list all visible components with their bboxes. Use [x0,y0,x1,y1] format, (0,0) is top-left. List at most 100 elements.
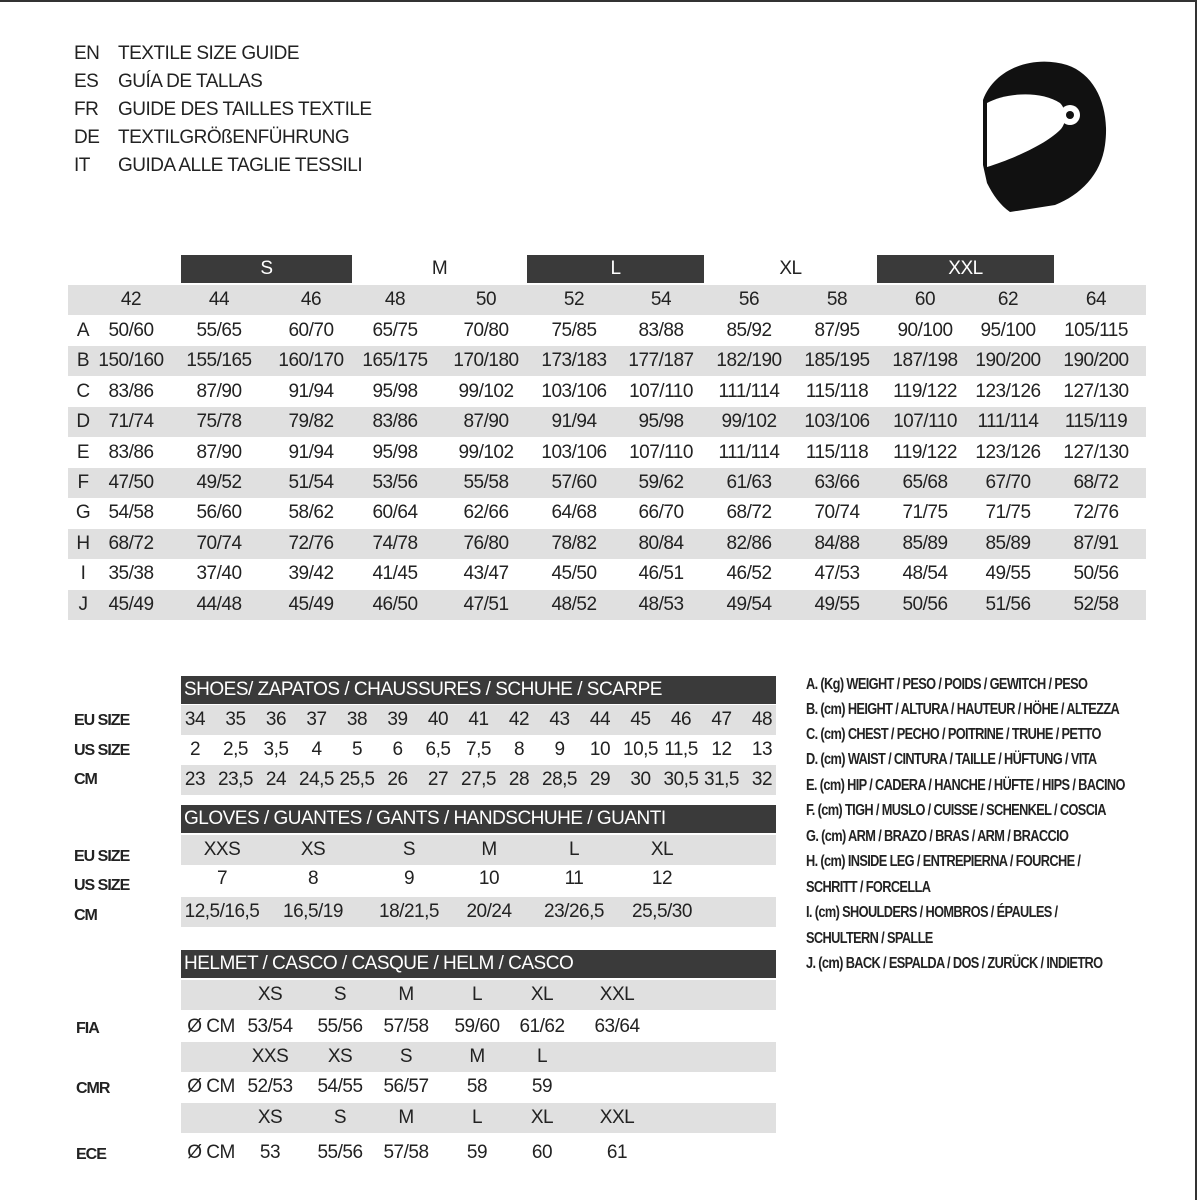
measurement: 190/200 [975,350,1041,372]
language-code: FR [74,99,99,120]
size-number: 56 [738,289,760,310]
helmet-value: 54/55 [317,1076,363,1097]
measurement: 187/198 [892,350,958,372]
measurement: 61/63 [726,472,772,493]
size-value: XS [300,839,326,860]
size-group-label: M [431,258,448,279]
measurement: 83/86 [372,411,418,433]
size-value: 44 [589,709,611,730]
measurement: 85/89 [902,532,948,554]
measurement: 53/56 [372,472,418,493]
row-label: ECE [76,1146,107,1163]
legend-line: SCHULTERN / SPALLE [806,930,933,947]
size-value: 27,5 [461,769,496,790]
measurement: 66/70 [638,502,684,524]
row-band [181,705,776,735]
measurement: 115/118 [805,441,869,463]
unit-label: Ø CM [187,1016,235,1037]
title-text: TEXTILE SIZE GUIDE [118,43,300,64]
size-number: 44 [208,289,230,310]
measurement: 46/52 [726,563,772,585]
row-label: EU SIZE [74,848,130,865]
section-title: SHOES/ ZAPATOS / CHAUSSURES / SCHUHE / S… [184,679,662,700]
size-value: L [568,839,580,860]
measurement: 78/82 [551,532,597,554]
measurement: 47/50 [108,472,154,493]
section-title-band [181,950,776,978]
helmet-value: 53/54 [247,1016,293,1037]
helmet-size: S [399,1046,413,1067]
size-number: 42 [120,289,142,310]
measurement: 50/56 [1073,563,1119,585]
measurement: 48/52 [551,593,597,615]
measurement: 67/70 [985,472,1031,493]
size-value: 28 [508,769,530,790]
size-value: 2,5 [223,739,248,760]
row-letter: C [76,380,90,402]
size-number: 62 [997,289,1019,310]
measurement: 87/91 [1073,532,1119,554]
measurement: 119/122 [893,441,957,463]
size-value: 16,5/19 [283,901,343,922]
size-value: 8 [307,868,319,889]
measurement: 190/200 [1063,350,1129,372]
measurement: 43/47 [463,563,509,585]
size-value: 23,5 [218,769,253,790]
size-value: 31,5 [704,769,739,790]
size-value: 12 [711,739,732,760]
section-title-band [181,805,776,833]
helmet-value: 59/60 [454,1016,500,1037]
helmet-value: 59 [466,1142,488,1163]
measurement: 47/51 [463,593,509,615]
size-value: 29 [589,769,611,790]
measurement: 48/53 [638,593,684,615]
helmet-value: 58 [466,1076,488,1097]
title-text: GUIDE DES TAILLES TEXTILE [118,99,372,120]
size-number: 64 [1085,289,1107,310]
helmet-size: L [471,1107,483,1128]
helmet-size: M [398,984,414,1005]
helmet-size: M [469,1046,485,1067]
helmet-value: 63/64 [594,1016,640,1037]
legend-line: A. (Kg) WEIGHT / PESO / POIDS / GEWITCH … [806,676,1088,693]
measurement: 111/114 [718,441,780,463]
measurement: 58/62 [288,502,334,524]
measurement: 91/94 [551,411,597,433]
section-title: HELMET / CASCO / CASQUE / HELM / CASCO [184,953,574,974]
size-value: 11 [564,868,584,889]
measurement: 49/54 [726,593,772,615]
size-value: 34 [184,709,206,730]
size-value: 40 [427,709,449,730]
row-label: US SIZE [74,877,130,894]
row-label: FIA [76,1020,100,1037]
legend-line: C. (cm) CHEST / PECHO / POITRINE / TRUHE… [806,726,1101,743]
measurement: 37/40 [196,563,242,585]
measurement: 39/42 [288,563,334,585]
row-band [181,835,776,865]
row-label: EU SIZE [74,712,130,729]
row-label: CM [74,907,98,924]
measurement: 95/98 [638,411,684,433]
size-value: 36 [265,709,287,730]
legend-line: F. (cm) TIGH / MUSLO / CUISSE / SCHENKEL… [806,802,1106,819]
helmet-size: XS [257,984,283,1005]
measurement: 182/190 [716,350,782,372]
measurement: 65/68 [902,472,948,493]
measurement: 99/102 [458,441,514,463]
row-label: CM [74,771,98,788]
legend-line: H. (cm) INSIDE LEG / ENTREPIERNA / FOURC… [806,853,1081,870]
legend-line: G. (cm) ARM / BRAZO / BRAS / ARM / BRACC… [806,828,1069,845]
measurement: 68/72 [726,502,772,524]
measurement: 123/126 [975,380,1041,402]
size-value: 47 [711,709,732,730]
measurement: 65/75 [372,320,418,341]
size-value: 8 [513,739,525,760]
helmet-value: 57/58 [383,1016,429,1037]
size-value: 13 [751,739,773,760]
size-value: 4 [311,739,322,760]
helmet-value: 59 [531,1076,553,1097]
measurement: 44/48 [196,593,242,615]
helmet-value: 52/53 [247,1076,293,1097]
measurement: 107/110 [629,441,693,463]
measurement: 46/50 [372,593,418,615]
